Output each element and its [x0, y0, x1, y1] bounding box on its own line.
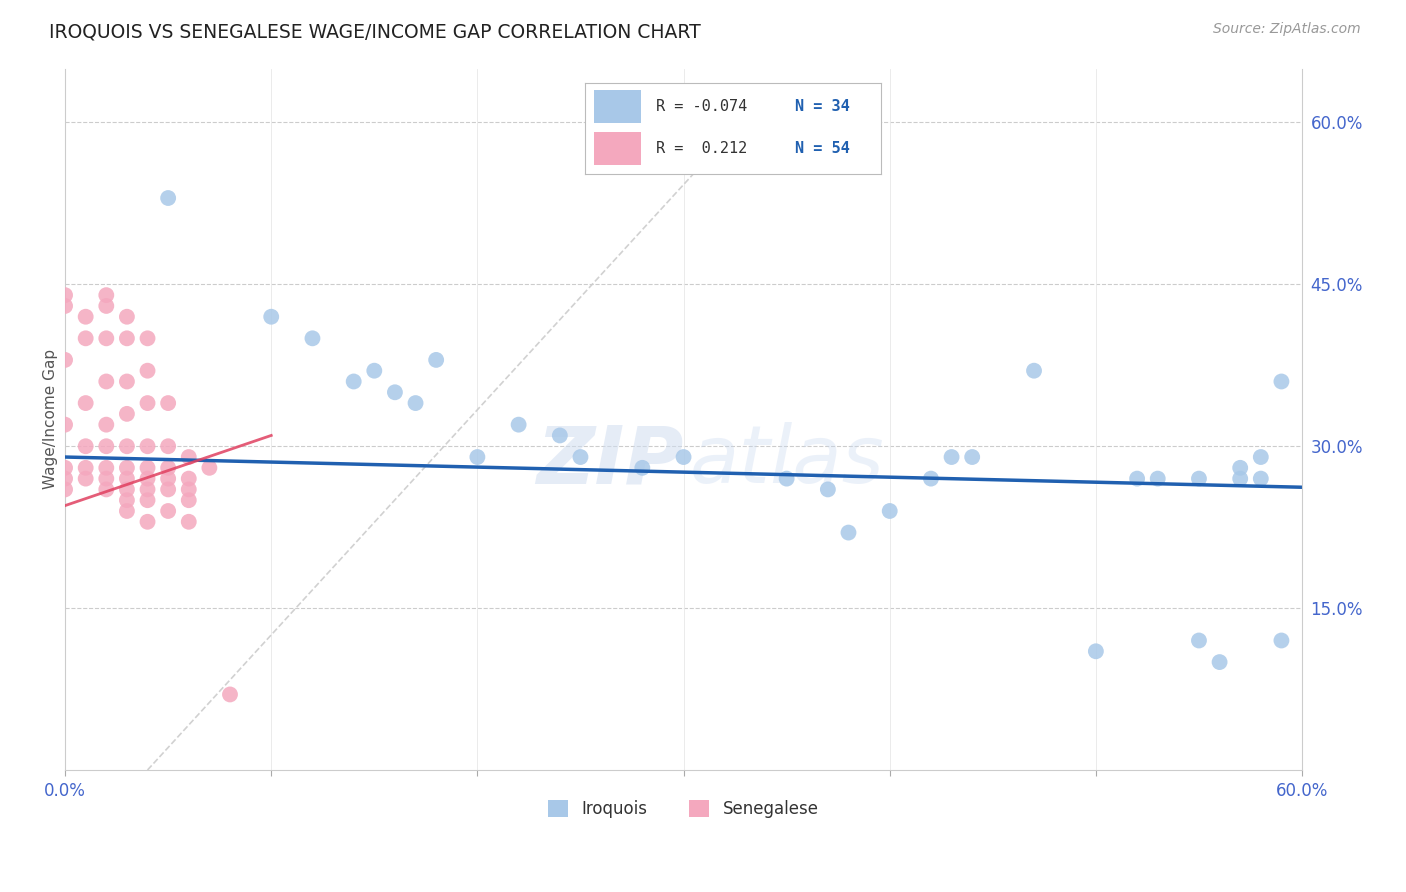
Point [136, 483, 159, 497]
Point [1188, 472, 1211, 486]
Point [53, 299, 76, 313]
Point [1146, 472, 1168, 486]
Point [96, 472, 118, 486]
Point [115, 375, 138, 389]
Point [177, 483, 200, 497]
Point [569, 450, 592, 464]
Text: Source: ZipAtlas.com: Source: ZipAtlas.com [1213, 22, 1361, 37]
Point [75, 331, 97, 345]
Point [1208, 655, 1230, 669]
Point [1250, 472, 1272, 486]
Point [115, 310, 138, 324]
Point [136, 439, 159, 453]
Point [75, 460, 97, 475]
Point [53, 288, 76, 302]
Point [75, 472, 97, 486]
Point [115, 407, 138, 421]
Point [115, 483, 138, 497]
Point [425, 352, 447, 367]
Point [53, 460, 76, 475]
Point [1270, 375, 1292, 389]
Point [136, 515, 159, 529]
Point [508, 417, 530, 432]
Point [53, 483, 76, 497]
Point [96, 375, 118, 389]
Point [1270, 633, 1292, 648]
Point [198, 460, 221, 475]
Point [405, 396, 427, 410]
Point [384, 385, 406, 400]
Point [157, 191, 180, 205]
Point [1126, 472, 1149, 486]
Point [817, 483, 839, 497]
Point [136, 493, 159, 508]
Point [115, 460, 138, 475]
Point [115, 472, 138, 486]
Point [115, 331, 138, 345]
Point [157, 396, 180, 410]
Point [96, 417, 118, 432]
Point [177, 472, 200, 486]
Point [157, 439, 180, 453]
Text: atlas: atlas [690, 422, 884, 500]
Point [1084, 644, 1107, 658]
Point [157, 504, 180, 518]
Point [177, 515, 200, 529]
Point [920, 472, 942, 486]
Point [775, 472, 797, 486]
Point [96, 299, 118, 313]
Point [343, 375, 366, 389]
Point [96, 439, 118, 453]
Point [96, 288, 118, 302]
Point [548, 428, 571, 442]
Text: ZIP: ZIP [536, 422, 683, 500]
Point [96, 483, 118, 497]
Point [837, 525, 859, 540]
Point [53, 352, 76, 367]
Point [1188, 633, 1211, 648]
Point [136, 331, 159, 345]
Point [1229, 472, 1251, 486]
Point [75, 310, 97, 324]
Point [157, 472, 180, 486]
Point [467, 450, 489, 464]
Point [96, 331, 118, 345]
Point [96, 460, 118, 475]
Point [301, 331, 323, 345]
Point [177, 450, 200, 464]
Point [157, 483, 180, 497]
Point [1022, 364, 1045, 378]
Point [960, 450, 983, 464]
Point [115, 439, 138, 453]
Point [136, 364, 159, 378]
Point [672, 450, 695, 464]
Point [941, 450, 963, 464]
Point [879, 504, 901, 518]
Y-axis label: Wage/Income Gap: Wage/Income Gap [44, 349, 58, 490]
Point [75, 396, 97, 410]
Point [115, 504, 138, 518]
Point [75, 439, 97, 453]
Point [631, 460, 654, 475]
Point [115, 493, 138, 508]
Legend: Iroquois, Senegalese: Iroquois, Senegalese [541, 793, 825, 825]
Point [363, 364, 385, 378]
Point [260, 310, 283, 324]
Point [1229, 460, 1251, 475]
Point [136, 472, 159, 486]
Text: IROQUOIS VS SENEGALESE WAGE/INCOME GAP CORRELATION CHART: IROQUOIS VS SENEGALESE WAGE/INCOME GAP C… [49, 22, 702, 41]
Point [136, 460, 159, 475]
Point [157, 460, 180, 475]
Point [177, 493, 200, 508]
Point [136, 396, 159, 410]
Point [1250, 450, 1272, 464]
Point [53, 472, 76, 486]
Point [219, 688, 242, 702]
Point [53, 417, 76, 432]
